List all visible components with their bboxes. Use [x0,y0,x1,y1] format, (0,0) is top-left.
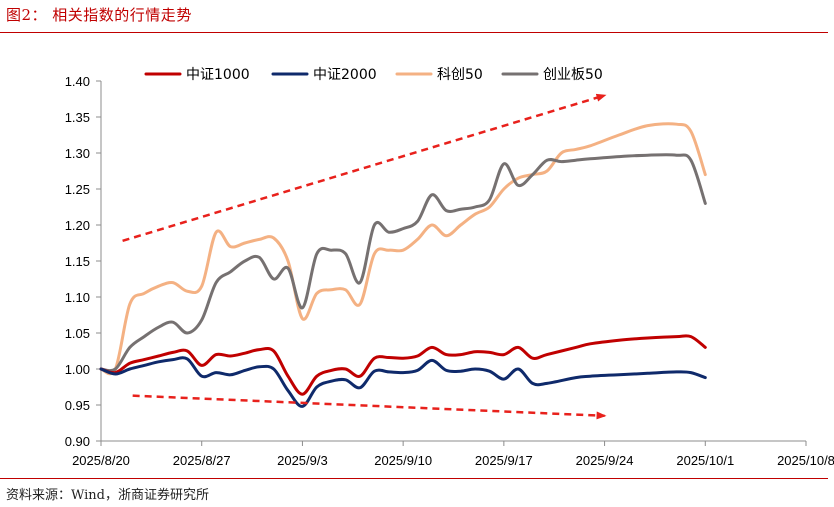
y-tick-label: 0.90 [65,434,90,449]
y-tick-label: 1.25 [65,182,90,197]
annotation-layer [122,93,607,420]
y-tick-label: 1.15 [65,254,90,269]
legend-item-csi2000: 中证2000 [271,67,377,83]
legend-label: 中证2000 [313,67,377,83]
y-tick-label: 1.00 [65,362,90,377]
legend-label: 科创50 [437,67,483,83]
axes: 0.90 0.95 1.00 1.05 1.10 1.15 1.20 1.25 1.30 1.35… [65,74,834,468]
legend-item-star50: 科创50 [395,67,483,83]
upper-trend-arrow [122,93,607,243]
x-tick-label: 2025/9/24 [576,453,634,468]
y-tick-label: 1.40 [65,74,90,89]
series-layer [99,122,707,408]
y-tick-label: 1.10 [65,290,90,305]
x-tick-label: 2025/9/10 [374,453,432,468]
title-rule [0,32,828,33]
source-rule [0,478,828,479]
lower-trend-arrow [132,394,607,420]
x-tick-label: 2025/10/1 [676,453,734,468]
series-line-csi1000 [99,334,707,396]
x-tick-label: 2025/9/3 [277,453,328,468]
figure-source: 资料来源：Wind，浙商证券研究所 [6,488,209,503]
legend-item-csi1000: 中证1000 [144,67,250,83]
legend-item-chinext50: 创业板50 [501,67,603,83]
y-tick-label: 1.20 [65,218,90,233]
legend-label: 创业板50 [543,67,603,83]
legend: 中证1000 中证2000 科创50 创业板50 [144,67,603,83]
x-tick-label: 2025/9/17 [475,453,533,468]
y-tick-label: 1.30 [65,146,90,161]
line-chart: 0.90 0.95 1.00 1.05 1.10 1.15 1.20 1.25 1.30 1.35… [65,67,834,468]
x-tick-label: 2025/8/27 [173,453,231,468]
series-line-star50 [99,122,707,376]
x-tick-label: 2025/8/20 [72,453,130,468]
y-tick-label: 1.05 [65,326,90,341]
series-line-chinext50 [99,153,707,373]
legend-label: 中证1000 [186,67,250,83]
figure-title: 图2： 相关指数的行情走势 [6,6,192,24]
y-tick-label: 0.95 [65,398,90,413]
y-tick-label: 1.35 [65,110,90,125]
x-tick-label: 2025/10/8 [777,453,834,468]
series-line-csi2000 [99,356,707,408]
